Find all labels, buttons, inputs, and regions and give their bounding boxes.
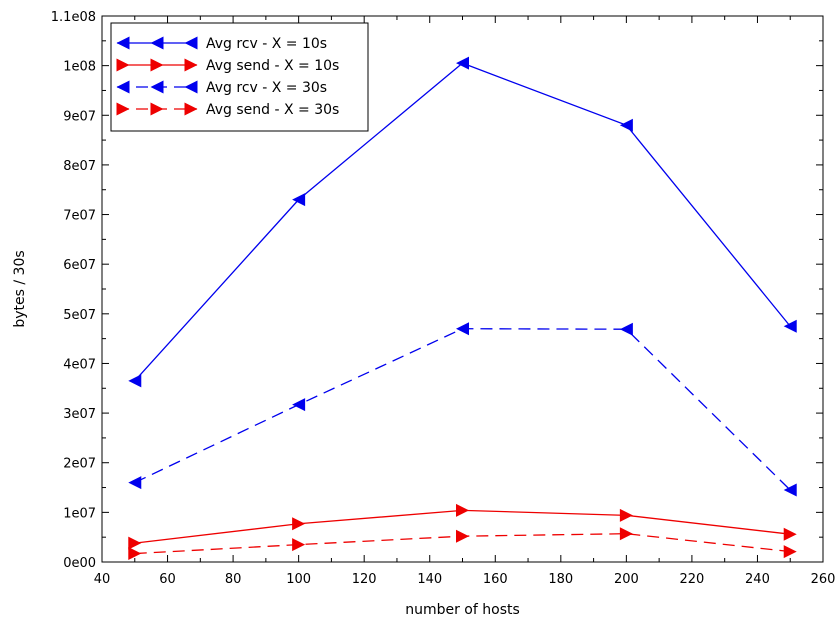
y-tick-label: 1e08 — [63, 60, 96, 75]
x-tick-label: 240 — [745, 572, 770, 587]
data-point-marker — [128, 374, 142, 388]
x-tick-label: 60 — [159, 572, 176, 587]
legend-marker — [150, 58, 164, 72]
y-tick-label: 1.1e08 — [51, 10, 96, 25]
x-tick-label: 260 — [811, 572, 836, 587]
y-tick-label: 5e07 — [63, 308, 96, 323]
x-tick-label: 180 — [548, 572, 573, 587]
legend-label: Avg send - X = 30s — [206, 102, 339, 118]
data-point-marker — [619, 508, 633, 522]
legend: Avg rcv - X = 10s Avg send - X = 10s Avg r… — [110, 22, 369, 132]
legend-label: Avg rcv - X = 30s — [206, 80, 327, 96]
series-4 — [128, 527, 797, 561]
data-point-marker — [619, 527, 633, 541]
data-point-marker — [619, 118, 633, 132]
y-tick-label: 3e07 — [63, 407, 96, 422]
legend-marker — [184, 58, 198, 72]
data-point-marker — [292, 538, 306, 552]
data-point-marker — [128, 547, 142, 561]
data-point-marker — [783, 527, 797, 541]
data-point-marker — [783, 545, 797, 559]
x-tick-label: 160 — [483, 572, 508, 587]
legend-entry: Avg rcv - X = 10s — [116, 36, 327, 52]
y-tick-label: 7e07 — [63, 209, 96, 224]
data-point-marker — [292, 193, 306, 207]
legend-marker — [184, 36, 198, 50]
data-point-marker — [292, 517, 306, 531]
x-tick-label: 140 — [417, 572, 442, 587]
x-tick-label: 200 — [614, 572, 639, 587]
x-tick-label: 120 — [352, 572, 377, 587]
legend-marker — [116, 36, 130, 50]
data-point-marker — [783, 483, 797, 497]
legend-marker — [116, 58, 130, 72]
y-tick-label: 2e07 — [63, 457, 96, 472]
ticks-layer: 40 60 80 100 120 140 160 180 200 220 240 260 0e00 1e0… — [51, 10, 836, 587]
data-point-marker — [783, 319, 797, 333]
y-tick-label: 9e07 — [63, 109, 96, 124]
legend-entry: Avg send - X = 10s — [116, 58, 339, 74]
data-point-marker — [456, 529, 469, 543]
legend-marker — [150, 36, 164, 50]
series-3 — [128, 322, 797, 497]
x-tick-label: 80 — [225, 572, 242, 587]
series-1 — [128, 56, 797, 388]
data-point-marker — [128, 536, 142, 550]
legend-entry: Avg rcv - X = 30s — [116, 80, 327, 96]
data-point-marker — [456, 503, 469, 517]
legend-label: Avg rcv - X = 10s — [206, 36, 327, 52]
plot-area-frame — [101, 15, 824, 563]
data-point-marker — [128, 476, 142, 490]
x-tick-label: 100 — [286, 572, 311, 587]
series-layer — [128, 56, 797, 561]
legend-marker — [150, 102, 164, 116]
y-tick-label: 6e07 — [63, 258, 96, 273]
legend-marker — [116, 80, 130, 94]
legend-entry: Avg send - X = 30s — [116, 102, 339, 118]
data-point-marker — [619, 322, 633, 336]
y-tick-label: 1e07 — [63, 506, 96, 521]
x-tick-label: 220 — [679, 572, 704, 587]
legend-label: Avg send - X = 10s — [206, 58, 339, 74]
legend-marker — [116, 102, 130, 116]
data-point-marker — [292, 398, 306, 412]
x-axis-label: number of hosts — [405, 602, 520, 618]
data-point-marker — [456, 322, 469, 336]
series-line — [134, 328, 791, 491]
series-2 — [128, 503, 797, 550]
x-tick-label: 40 — [94, 572, 111, 587]
data-point-marker — [456, 56, 469, 70]
y-tick-label: 4e07 — [63, 357, 96, 372]
legend-marker — [150, 80, 164, 94]
y-tick-label: 8e07 — [63, 159, 96, 174]
legend-marker — [184, 102, 198, 116]
y-tick-label: 0e00 — [63, 556, 96, 571]
y-axis-label: bytes / 30s — [12, 250, 28, 327]
legend-marker — [184, 80, 198, 94]
